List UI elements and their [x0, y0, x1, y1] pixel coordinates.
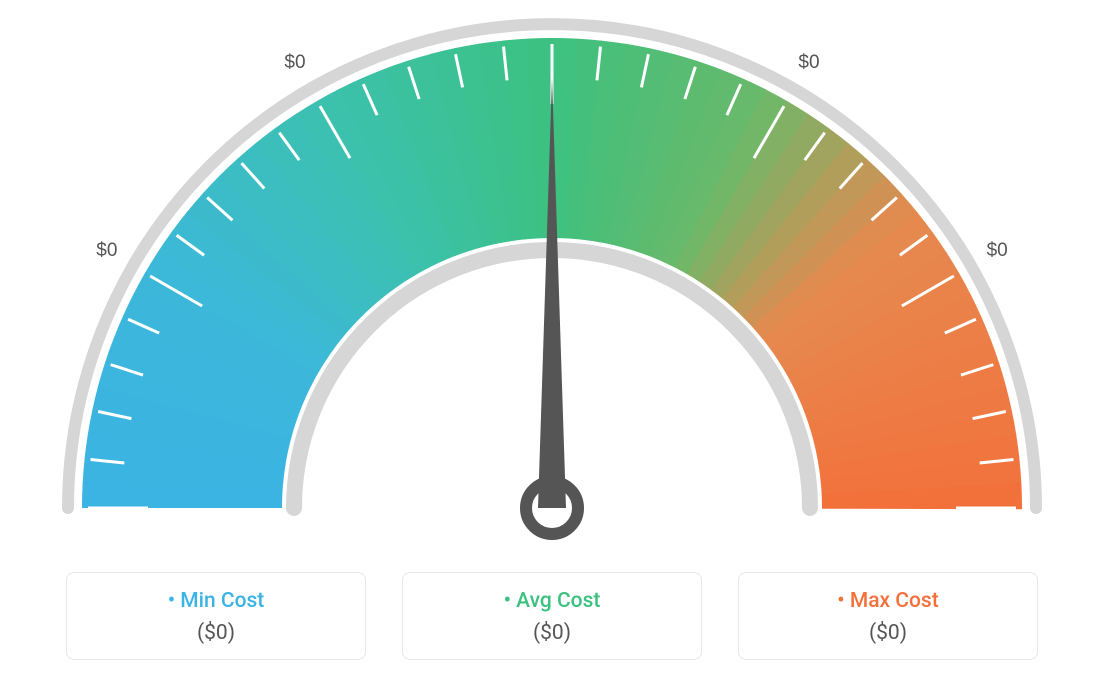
svg-text:$0: $0 — [96, 240, 117, 261]
gauge-svg: $0$0$0$0$0$0$0 — [52, 8, 1052, 568]
legend-row: Min Cost ($0) Avg Cost ($0) Max Cost ($0… — [0, 572, 1104, 660]
legend-value-max: ($0) — [751, 621, 1025, 645]
legend-box-max: Max Cost ($0) — [738, 572, 1038, 660]
legend-label-avg: Avg Cost — [415, 589, 689, 613]
legend-value-avg: ($0) — [415, 621, 689, 645]
svg-text:$0: $0 — [987, 240, 1008, 261]
legend-label-min: Min Cost — [79, 589, 353, 613]
legend-value-min: ($0) — [79, 621, 353, 645]
legend-label-max: Max Cost — [751, 589, 1025, 613]
legend-box-avg: Avg Cost ($0) — [402, 572, 702, 660]
gauge-chart: $0$0$0$0$0$0$0 — [0, 8, 1104, 568]
legend-box-min: Min Cost ($0) — [66, 572, 366, 660]
svg-text:$0: $0 — [284, 52, 305, 73]
svg-text:$0: $0 — [798, 52, 819, 73]
